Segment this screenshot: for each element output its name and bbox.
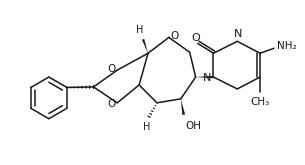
Text: N: N	[234, 29, 242, 39]
Polygon shape	[142, 39, 148, 53]
Polygon shape	[181, 99, 185, 115]
Text: O: O	[191, 33, 200, 43]
Text: H: H	[143, 122, 151, 132]
Text: N: N	[203, 73, 211, 83]
Text: O: O	[171, 31, 179, 41]
Text: NH₂: NH₂	[277, 41, 296, 51]
Polygon shape	[196, 76, 213, 78]
Text: H: H	[136, 25, 144, 35]
Text: CH₃: CH₃	[250, 97, 270, 107]
Text: O: O	[107, 99, 115, 109]
Text: O: O	[107, 64, 115, 74]
Text: OH: OH	[186, 121, 202, 131]
